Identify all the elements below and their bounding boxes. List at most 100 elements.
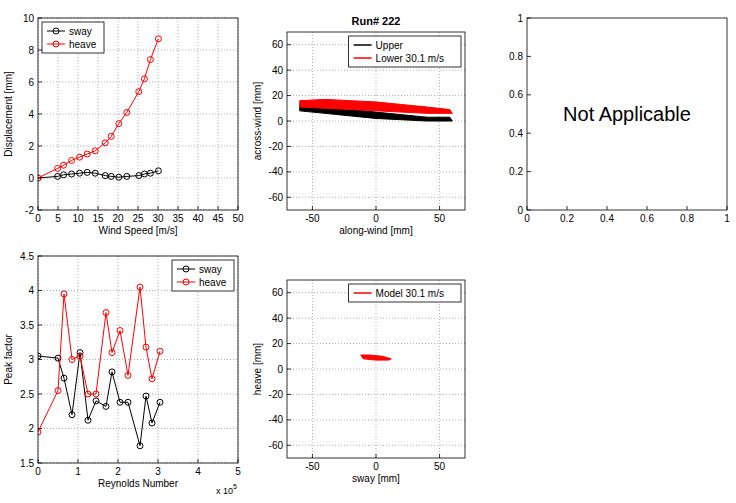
tick-label: 25	[132, 213, 144, 224]
grid-line	[38, 146, 238, 147]
tick-mark	[567, 206, 568, 210]
tick-mark	[439, 206, 440, 210]
tick-label: 20	[272, 90, 284, 101]
data-point	[84, 151, 90, 157]
tick-label: 0	[277, 364, 283, 375]
tick-label: 2	[28, 423, 34, 434]
legend-box	[349, 284, 461, 302]
tick-mark	[138, 206, 139, 210]
data-point	[149, 376, 155, 382]
grid-line	[118, 18, 119, 210]
tick-label: 4.5	[20, 251, 34, 262]
legend: swayheave	[172, 260, 234, 291]
tick-mark	[376, 206, 377, 210]
data-point	[92, 148, 98, 154]
tick-label: 0.6	[509, 89, 523, 100]
tick-mark	[439, 454, 440, 458]
data-point	[69, 157, 75, 163]
data-point	[125, 399, 131, 405]
tick-label: 15	[92, 213, 104, 224]
legend-label: Model 30.1 m/s	[376, 288, 444, 299]
legend-swatch	[177, 269, 195, 270]
tick-label: 0	[277, 116, 283, 127]
tick-label: 0.6	[640, 213, 654, 224]
tick-mark	[287, 95, 291, 96]
series-line	[38, 39, 158, 178]
tick-label: 0.8	[509, 51, 523, 62]
tick-mark	[178, 206, 179, 210]
tick-label: 20	[112, 213, 124, 224]
data-group	[38, 284, 163, 449]
tick-mark	[287, 70, 291, 71]
x-axis-label: Reynolds Number	[98, 478, 179, 489]
data-point	[117, 328, 123, 334]
data-point	[85, 391, 91, 397]
tick-label: 5	[55, 213, 61, 224]
tick-label: 45	[212, 213, 224, 224]
series-line	[38, 287, 160, 432]
panel: -50050-60-40-200204060sway [mm]heave [mm…	[252, 280, 465, 484]
axes-frame	[38, 256, 238, 463]
legend: UpperLower 30.1 m/s	[349, 36, 461, 67]
tick-label: 0.4	[600, 213, 614, 224]
grid-line	[287, 369, 465, 370]
tick-mark	[527, 56, 531, 57]
tick-label: -20	[269, 389, 284, 400]
grid-line	[287, 419, 465, 420]
data-point	[108, 173, 114, 179]
y-axis-label: Displacement [mm]	[3, 71, 14, 157]
legend-label: heave	[69, 39, 97, 50]
data-point	[61, 375, 67, 381]
tick-label: 0	[35, 213, 41, 224]
figure: 05101520253035404550-20246810Wind Speed …	[0, 0, 736, 503]
tick-mark	[218, 206, 219, 210]
tick-mark	[287, 121, 291, 122]
multiplier-exponent: 5	[233, 483, 237, 490]
tick-mark	[158, 206, 159, 210]
grid-line	[38, 428, 238, 429]
panel: 00.20.40.60.8100.20.40.60.81Not Applicab…	[509, 13, 730, 225]
tick-mark	[38, 82, 42, 83]
data-point	[141, 171, 147, 177]
tick-mark	[287, 369, 291, 370]
data-point	[38, 175, 41, 181]
tick-mark	[687, 206, 688, 210]
grid-line	[38, 359, 238, 360]
tick-label: 3	[28, 354, 34, 365]
grid-line	[287, 146, 465, 147]
tick-label: 8	[28, 45, 34, 56]
legend-box	[42, 22, 104, 53]
grid-line	[287, 318, 465, 319]
tick-label: 60	[272, 287, 284, 298]
data-point	[69, 412, 75, 418]
tick-label: -50	[305, 461, 320, 472]
tick-label: 35	[172, 213, 184, 224]
grid-line	[287, 394, 465, 395]
tick-label: 0	[517, 205, 523, 216]
tick-mark	[647, 206, 648, 210]
legend-swatch	[354, 292, 372, 294]
orbit-trace	[361, 355, 392, 360]
legend-marker	[183, 266, 189, 272]
tick-label: 30	[152, 213, 164, 224]
data-point	[125, 372, 131, 378]
tick-label: 6	[28, 77, 34, 88]
tick-label: 50	[434, 213, 446, 224]
tick-label: 20	[272, 338, 284, 349]
data-point	[141, 76, 147, 82]
tick-mark	[607, 206, 608, 210]
tick-label: 0	[28, 173, 34, 184]
data-group	[38, 36, 161, 181]
legend-marker	[53, 28, 59, 34]
tick-mark	[287, 318, 291, 319]
plot-area	[38, 18, 238, 210]
tick-label: -40	[269, 414, 284, 425]
axis-multiplier: x 105	[216, 483, 237, 496]
data-point	[136, 89, 142, 95]
tick-mark	[118, 459, 119, 463]
plot-area	[287, 32, 465, 210]
grid-line	[287, 95, 465, 96]
data-group	[300, 99, 453, 121]
axes-frame	[527, 18, 727, 210]
tick-label: 1	[75, 466, 81, 477]
